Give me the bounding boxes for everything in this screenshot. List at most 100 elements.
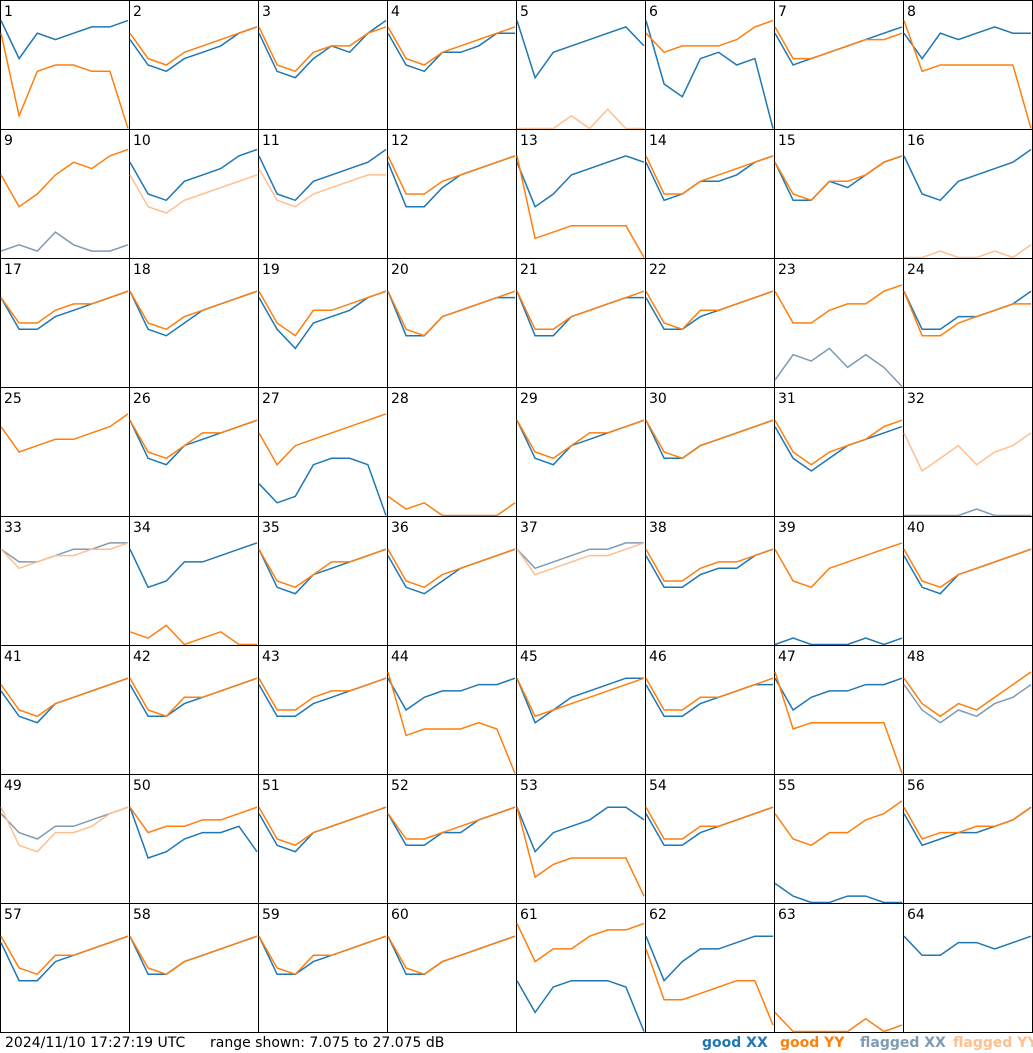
- panel-label: 17: [4, 262, 22, 278]
- panel-label: 8: [907, 4, 916, 20]
- trace: [774, 347, 903, 388]
- trace: [903, 20, 1032, 129]
- panel-label: 30: [649, 391, 667, 407]
- trace: [516, 922, 645, 963]
- panel-label: 51: [262, 778, 280, 794]
- panel-label: 63: [778, 907, 796, 923]
- trace: [387, 677, 516, 712]
- trace: [774, 284, 903, 324]
- trace: [129, 419, 258, 460]
- trace: [258, 290, 387, 350]
- panel-label: 13: [520, 133, 538, 149]
- trace: [0, 290, 129, 324]
- trace: [903, 935, 1032, 957]
- trace: [0, 148, 129, 208]
- panel-label: 31: [778, 391, 796, 407]
- panel-label: 55: [778, 778, 796, 794]
- panel-label: 61: [520, 907, 538, 923]
- trace: [903, 671, 1032, 718]
- panel-label: 6: [649, 4, 658, 20]
- panel-label: 56: [907, 778, 925, 794]
- trace: [0, 677, 129, 718]
- trace: [387, 495, 516, 517]
- trace: [517, 108, 644, 130]
- trace: [645, 677, 774, 711]
- trace: [129, 26, 258, 66]
- trace: [129, 677, 258, 718]
- trace: [516, 542, 645, 576]
- legend: good XX good YY flagged XX flagged YY: [702, 1035, 1033, 1051]
- trace: [129, 148, 258, 202]
- panel-label: 39: [778, 520, 796, 536]
- panel-label: 37: [520, 520, 538, 536]
- panel-label: 44: [391, 649, 409, 665]
- panel-label: 57: [4, 907, 22, 923]
- trace: [904, 508, 1031, 517]
- panel-label: 7: [778, 4, 787, 20]
- trace: [903, 26, 1031, 60]
- trace: [258, 168, 386, 208]
- panel-label: 38: [649, 520, 667, 536]
- trace: [258, 19, 387, 79]
- panel-label: 11: [262, 133, 280, 149]
- trace: [129, 935, 258, 976]
- trace: [129, 290, 258, 331]
- panel-label: 25: [4, 391, 22, 407]
- trace: [645, 20, 774, 129]
- trace: [516, 542, 644, 570]
- panel-label: 54: [649, 778, 667, 794]
- trace: [774, 26, 903, 60]
- legend-entry: flagged YY: [953, 1035, 1033, 1051]
- trace: [774, 800, 903, 847]
- panel-label: 3: [262, 4, 271, 20]
- panel-label: 20: [391, 262, 409, 278]
- trace: [645, 419, 774, 460]
- trace: [645, 290, 774, 331]
- panel-label: 43: [262, 649, 280, 665]
- trace: [516, 290, 645, 331]
- panel-label: 45: [520, 649, 538, 665]
- panel-label: 28: [391, 391, 409, 407]
- panel-label: 40: [907, 520, 925, 536]
- trace: [645, 935, 773, 983]
- trace: [0, 542, 128, 563]
- panel-label: 34: [133, 520, 151, 536]
- trace: [258, 26, 387, 73]
- trace: [129, 26, 258, 73]
- panel-label: 53: [520, 778, 538, 794]
- panel-label: 2: [133, 4, 142, 20]
- trace: [516, 979, 645, 1032]
- trace: [774, 425, 903, 472]
- panel-label: 5: [520, 4, 529, 20]
- trace: [387, 155, 516, 195]
- panel-label: 21: [520, 262, 538, 278]
- trace: [904, 244, 1032, 259]
- trace: [774, 677, 903, 712]
- trace: [0, 413, 129, 453]
- trace: [129, 542, 258, 589]
- trace: [903, 290, 1031, 337]
- panel-label: 16: [907, 133, 925, 149]
- panel-label: 18: [133, 262, 151, 278]
- panel-label: 62: [649, 907, 667, 923]
- trace: [258, 548, 387, 589]
- panel-label: 64: [907, 907, 925, 923]
- trace: [645, 548, 774, 582]
- trace: [129, 806, 258, 859]
- panel-label: 46: [649, 649, 667, 665]
- panel-label: 41: [4, 649, 22, 665]
- trace: [0, 806, 129, 853]
- trace: [645, 548, 774, 589]
- panel-label: 33: [4, 520, 22, 536]
- trace: [903, 148, 1032, 202]
- trace: [774, 637, 903, 646]
- trace: [516, 677, 645, 718]
- panel-label: 19: [262, 262, 280, 278]
- trace: [258, 935, 387, 976]
- panel-label: 1: [4, 4, 13, 20]
- range-sep: to: [354, 1035, 368, 1051]
- panel-label: 60: [391, 907, 409, 923]
- trace: [774, 155, 903, 202]
- panel-label: 42: [133, 649, 151, 665]
